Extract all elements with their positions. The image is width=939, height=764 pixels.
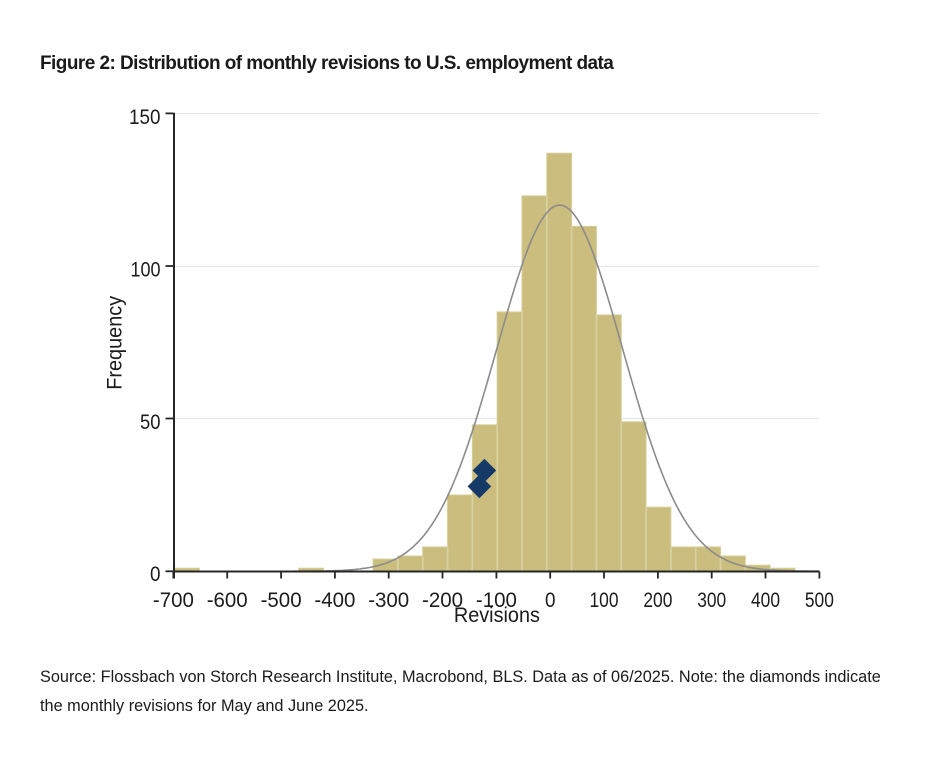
- svg-text:-300: -300: [368, 588, 409, 612]
- svg-text:-600: -600: [207, 588, 248, 612]
- svg-text:400: 400: [751, 588, 780, 612]
- svg-text:0: 0: [150, 562, 161, 586]
- svg-text:150: 150: [129, 105, 161, 129]
- svg-text:-700: -700: [153, 588, 194, 612]
- svg-text:500: 500: [805, 588, 834, 612]
- svg-text:-200: -200: [422, 588, 463, 612]
- svg-text:0: 0: [545, 588, 556, 612]
- svg-text:300: 300: [697, 588, 726, 612]
- svg-text:-500: -500: [261, 588, 302, 612]
- svg-text:100: 100: [131, 257, 161, 281]
- svg-text:-100: -100: [476, 588, 517, 612]
- svg-text:100: 100: [590, 588, 619, 612]
- svg-text:-400: -400: [314, 588, 355, 612]
- svg-text:50: 50: [140, 410, 161, 434]
- svg-text:Revisions: Revisions: [454, 603, 540, 627]
- svg-text:200: 200: [643, 588, 672, 612]
- svg-text:Frequency: Frequency: [103, 296, 127, 390]
